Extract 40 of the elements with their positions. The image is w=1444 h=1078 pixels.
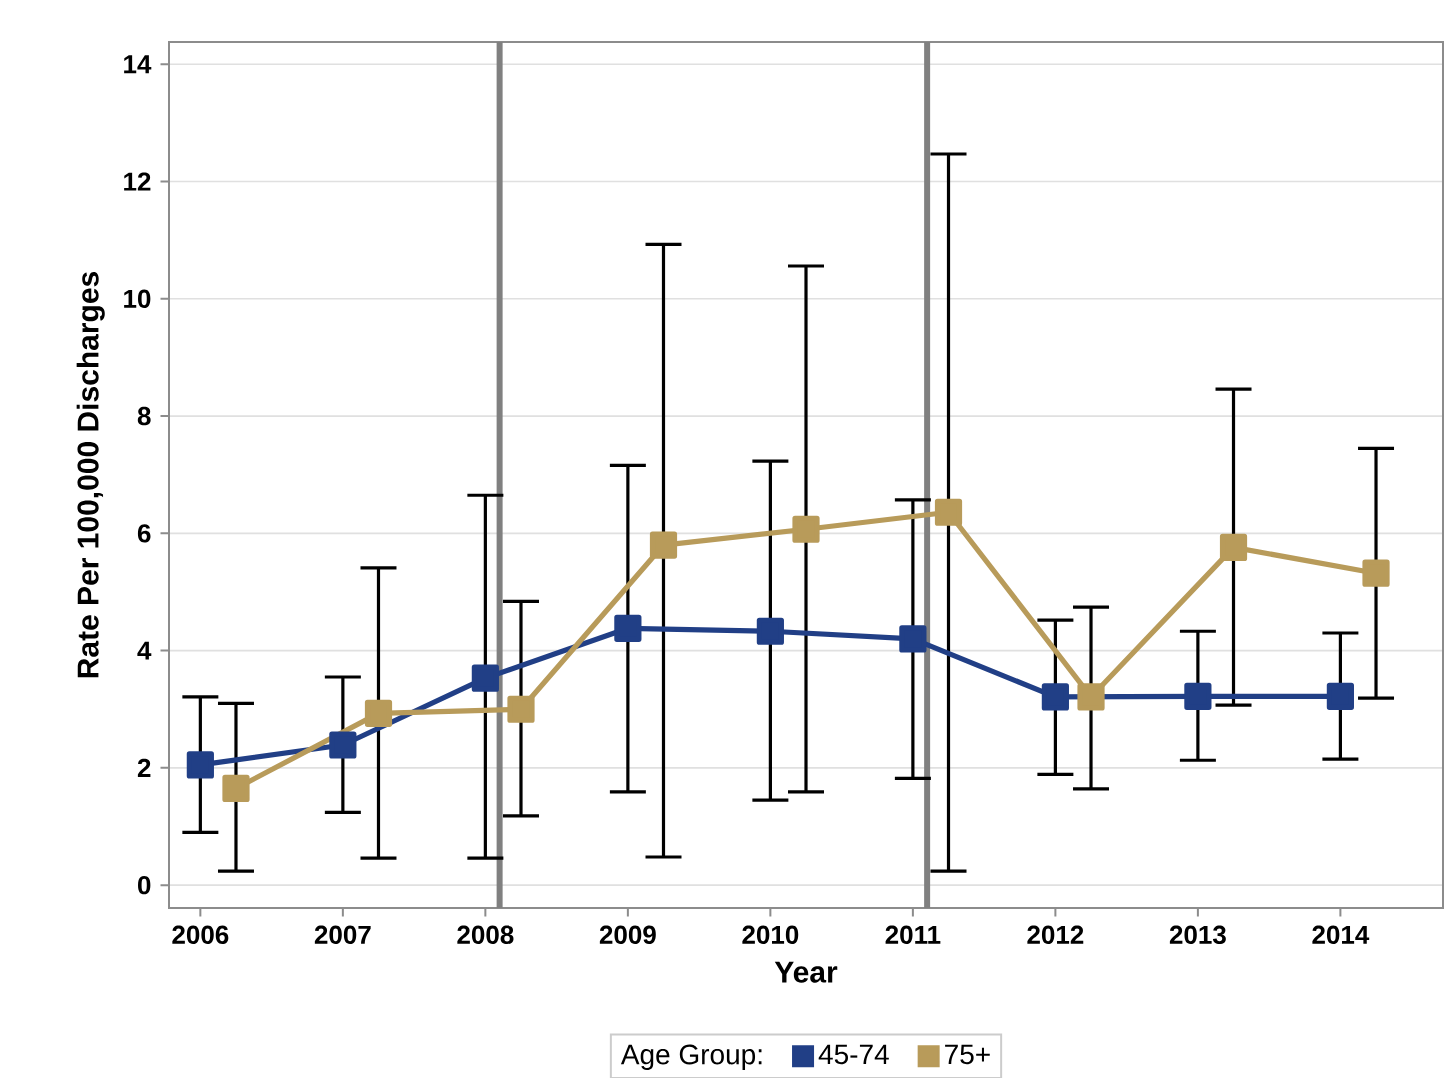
legend-title: Age Group: [620,1044,762,1070]
x-tick-label: 2011 [885,925,941,945]
x-axis-title: Year [774,961,838,983]
point [1184,682,1212,710]
y-axis-title: Rate Per 100,000 Discharges [76,272,105,678]
x-tick-label: 2008 [457,925,514,945]
y-tick-label: 6 [137,524,151,543]
point [222,774,250,802]
point [756,617,784,645]
x-tick-label: 2009 [599,925,656,945]
point [364,699,393,727]
point [1362,559,1390,587]
point [1326,682,1354,710]
y-tick-label: 10 [124,289,151,309]
x-tick-label: 2007 [314,925,371,945]
point [186,751,214,779]
point [899,625,927,653]
point [1219,533,1248,562]
y-tick-label: 0 [138,875,151,895]
legend-label: 45-74 [818,1044,889,1065]
point [1077,683,1105,711]
x-tick-label: 2006 [172,925,229,945]
point [507,695,535,723]
y-tick-label: 4 [137,641,152,660]
legend-label: 75+ [945,1044,990,1065]
y-tick-label: 14 [124,55,152,74]
point [792,515,820,543]
point [614,614,642,642]
point [329,731,357,759]
y-tick-label: 8 [137,406,151,426]
y-tick-label: 2 [137,758,151,777]
point [649,531,678,559]
x-tick-label: 2012 [1027,925,1084,945]
x-tick-label: 2010 [742,925,799,945]
y-tick-label: 12 [124,172,151,191]
x-tick-label: 2013 [1169,925,1226,945]
point [934,498,963,526]
point [1041,683,1069,711]
x-tick-label: 2014 [1312,925,1370,945]
point [471,664,499,692]
